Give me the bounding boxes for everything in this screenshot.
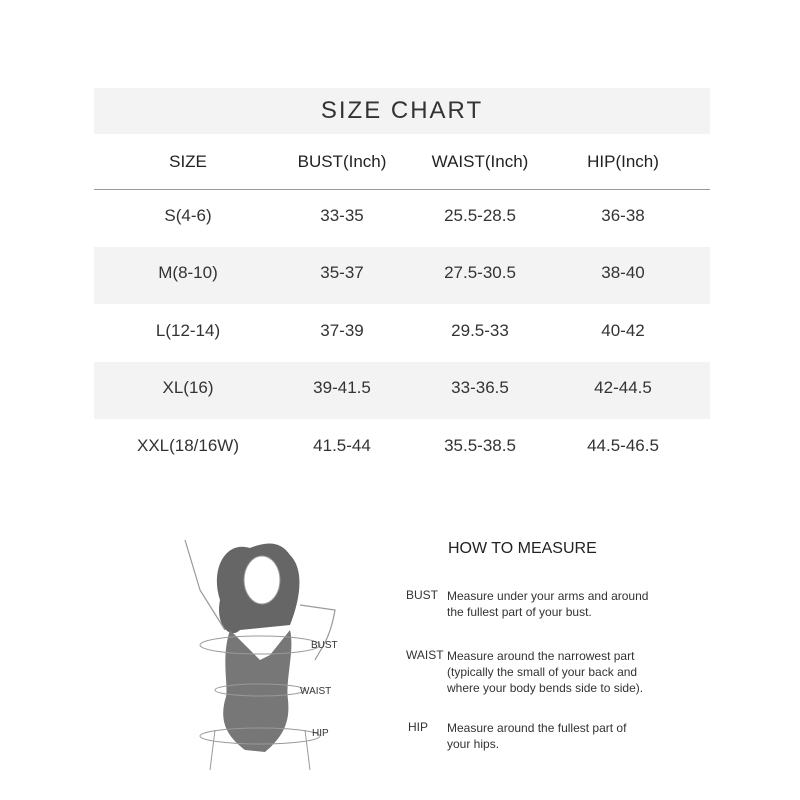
how-to-measure-heading: HOW TO MEASURE [448, 540, 597, 557]
table-cell: 27.5-30.5 [444, 263, 516, 282]
table-cell: 37-39 [320, 321, 364, 340]
table-row: XXL(18/16W) 41.5-44 35.5-38.5 44.5-46.5 [94, 420, 710, 477]
table-cell: M(8-10) [158, 263, 218, 282]
figure-label-waist: WAIST [300, 686, 332, 697]
term-hip: HIP [408, 720, 429, 734]
table-cell: 33-36.5 [451, 378, 509, 397]
table-cell: 41.5-44 [313, 436, 371, 455]
term-bust: BUST [406, 588, 439, 602]
table-cell: 44.5-46.5 [587, 436, 659, 455]
figure-label-bust: BUST [311, 640, 338, 651]
table-cell: XL(16) [162, 378, 214, 397]
table-cell: 29.5-33 [451, 321, 509, 340]
column-header-size: SIZE [169, 152, 207, 171]
table-cell: 39-41.5 [313, 378, 371, 397]
chart-title: SIZE CHART [94, 88, 710, 134]
table-cell: XXL(18/16W) [136, 436, 240, 455]
table-row: S(4-6) 33-35 25.5-28.5 36-38 [94, 190, 710, 247]
table-cell: 33-35 [320, 206, 364, 225]
table-row: XL(16) 39-41.5 33-36.5 42-44.5 [94, 362, 710, 419]
desc-waist: Measure around the narrowest part (typic… [447, 649, 644, 695]
table-cell: L(12-14) [155, 321, 221, 340]
table-cell: 42-44.5 [594, 378, 652, 397]
column-header-hip: HIP(Inch) [587, 152, 659, 171]
term-waist: WAIST [406, 648, 444, 662]
desc-hip: Measure around the fullest part of your … [447, 721, 627, 751]
table-cell: 35.5-38.5 [444, 436, 516, 455]
table-cell: S(4-6) [164, 206, 212, 225]
table-cell: 36-38 [601, 206, 645, 225]
table-cell: 40-42 [601, 321, 645, 340]
desc-bust: Measure under your arms and around the f… [447, 589, 649, 619]
column-header-bust: BUST(Inch) [297, 152, 387, 171]
table-cell: 25.5-28.5 [444, 206, 516, 225]
table-cell: 38-40 [601, 263, 645, 282]
table-row: L(12-14) 37-39 29.5-33 40-42 [94, 305, 710, 362]
column-header-waist: WAIST(Inch) [431, 152, 529, 171]
figure-label-hip: HIP [312, 728, 329, 739]
body-measurement-illustration [184, 539, 336, 770]
table-cell: 35-37 [320, 263, 364, 282]
table-row: M(8-10) 35-37 27.5-30.5 38-40 [94, 247, 710, 304]
table-header: SIZE BUST(Inch) WAIST(Inch) HIP(Inch) [94, 134, 710, 190]
